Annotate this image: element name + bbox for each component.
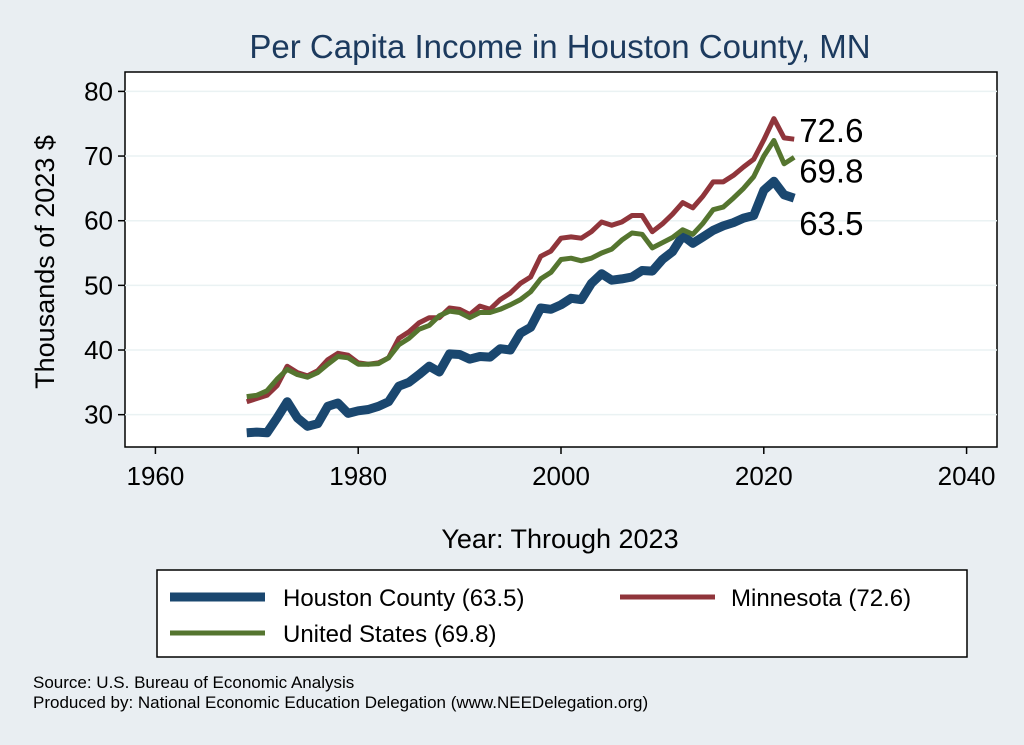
- legend: Houston County (63.5) Minnesota (72.6) U…: [156, 569, 968, 658]
- end-label-united-states: 69.8: [799, 152, 863, 189]
- y-tick-label-30: 30: [84, 400, 113, 430]
- y-tick-label-80: 80: [84, 76, 113, 106]
- series-lines: [245, 116, 796, 438]
- x-tick-label-1960: 1960: [126, 461, 184, 491]
- y-tick-label-60: 60: [84, 206, 113, 236]
- series-line-minnesota: [245, 116, 795, 405]
- produced-by-line: Produced by: National Economic Education…: [33, 693, 648, 712]
- legend-label-houston: Houston County (63.5): [283, 585, 524, 612]
- chart-title: Per Capita Income in Houston County, MN: [249, 28, 870, 65]
- x-tick-label-2020: 2020: [735, 461, 793, 491]
- x-tick-label-2000: 2000: [532, 461, 590, 491]
- legend-label-united-states: United States (69.8): [283, 621, 496, 648]
- gridlines: [125, 90, 997, 416]
- y-tick-label-50: 50: [84, 270, 113, 300]
- y-tick-label-40: 40: [84, 335, 113, 365]
- end-labels: 63.5 72.669.8: [799, 112, 863, 242]
- x-tick-label-1980: 1980: [329, 461, 387, 491]
- source-line: Source: U.S. Bureau of Economic Analysis: [33, 673, 354, 692]
- legend-box: [156, 569, 968, 658]
- series-line-united-states: [246, 138, 796, 400]
- y-axis-title: Thousands of 2023 $: [30, 135, 60, 389]
- y-tick-label-70: 70: [84, 141, 113, 171]
- end-label-minnesota: 72.6: [799, 112, 863, 149]
- x-tick-label-2040: 2040: [938, 461, 996, 491]
- x-axis-title: Year: Through 2023: [441, 524, 678, 554]
- series-line-houston-county: [246, 176, 796, 438]
- axes: 30 40 50 60 70 80 1960 1980 2000 2020 2040: [84, 76, 995, 491]
- end-label-houston-county: 63.5: [799, 205, 863, 242]
- legend-label-minnesota: Minnesota (72.6): [731, 585, 911, 612]
